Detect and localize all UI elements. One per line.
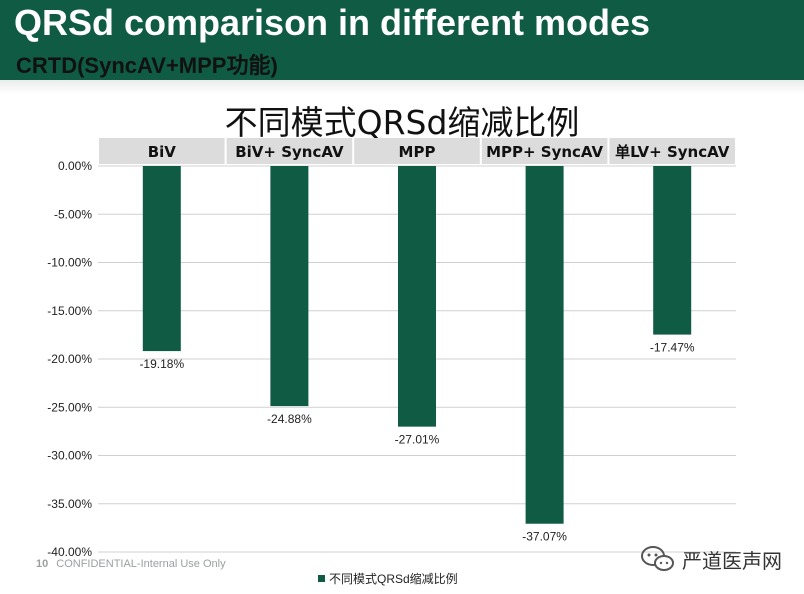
title-banner: QRSd comparison in different modes CRTD(…	[0, 0, 804, 80]
bar	[653, 166, 692, 335]
category-label: 单LV+ SyncAV	[615, 143, 730, 161]
y-tick-label: -5.00%	[54, 207, 92, 221]
category-header-cell	[609, 138, 735, 164]
y-tick-label: -15.00%	[47, 304, 92, 318]
data-label: -19.18%	[139, 357, 184, 371]
y-tick-label: -40.00%	[47, 545, 92, 559]
y-tick-label: -20.00%	[47, 352, 92, 366]
category-header-cell	[226, 138, 353, 164]
header-gradient-band	[0, 80, 804, 94]
data-label: -24.88%	[267, 412, 312, 426]
category-label: MPP	[399, 143, 436, 161]
chart-legend: 不同模式QRSd缩减比例	[318, 570, 458, 587]
chart-title: 不同模式QRSd缩减比例	[224, 103, 580, 142]
chat-bubbles-icon	[641, 546, 674, 571]
data-label: -37.07%	[522, 530, 567, 544]
y-tick-label: 0.00%	[58, 159, 92, 173]
bar	[142, 166, 181, 352]
category-header-cell	[99, 138, 225, 164]
watermark-text: 严道医声网	[682, 548, 782, 573]
legend-label: 不同模式QRSd缩减比例	[329, 572, 458, 586]
footer: 10 CONFIDENTIAL-Internal Use Only	[36, 558, 226, 570]
bar	[270, 166, 309, 407]
page-number: 10	[36, 558, 49, 570]
slide-subtitle: CRTD(SyncAV+MPP功能)	[16, 53, 278, 78]
confidential-note: CONFIDENTIAL-Internal Use Only	[56, 558, 226, 570]
data-label: -27.01%	[395, 433, 440, 447]
slide-title: QRSd comparison in different modes	[14, 2, 651, 43]
category-label: BiV	[148, 143, 177, 161]
y-tick-label: -35.00%	[47, 497, 92, 511]
bar	[525, 166, 564, 524]
category-label: MPP+ SyncAV	[486, 143, 603, 161]
category-header-cell	[481, 138, 608, 164]
category-header-cell	[354, 138, 480, 164]
y-tick-label: -30.00%	[47, 449, 92, 463]
legend-swatch	[318, 575, 325, 582]
watermark: 严道医声网	[640, 544, 782, 574]
bar	[398, 166, 436, 427]
y-tick-label: -10.00%	[47, 256, 92, 270]
data-label: -17.47%	[650, 341, 695, 355]
y-tick-label: -25.00%	[47, 400, 92, 414]
category-label: BiV+ SyncAV	[235, 143, 344, 161]
